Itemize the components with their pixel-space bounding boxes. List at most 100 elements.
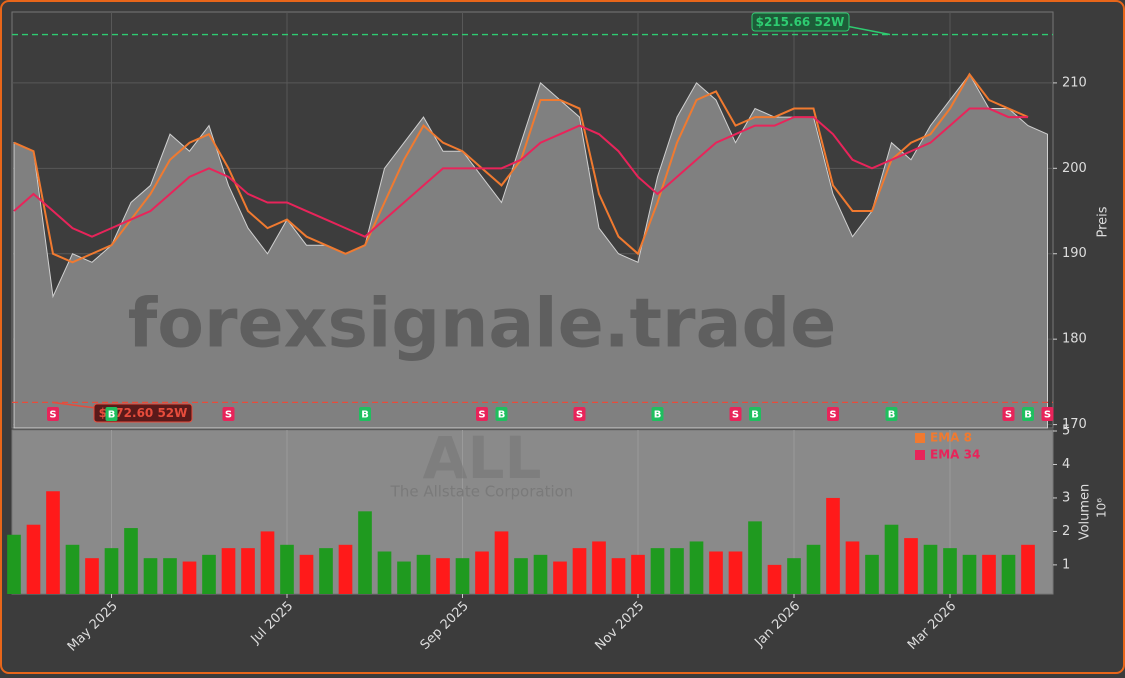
volume-bar [319,548,333,594]
signal-box [749,407,761,421]
signal-box [651,407,664,421]
ticker-watermark: ALL [423,424,542,492]
volume-bar [143,558,158,594]
y-tick-label: 210 [1062,75,1087,90]
signal-box [1022,407,1034,421]
y-tick-label: 190 [1062,246,1087,261]
low-label-box [93,403,193,423]
volume-bar [592,541,606,594]
high-arrow [845,25,891,36]
volume-bar [514,558,528,594]
signal-label: S [225,410,232,421]
signal-box [47,407,59,421]
volume-bar [748,521,762,594]
volume-bar [1021,544,1035,594]
volume-bar [670,548,684,594]
low-arrow [51,401,97,409]
volume-bar [943,548,957,594]
signal-label: B [498,410,506,421]
volume-bar [884,524,899,594]
volume-bar [46,491,60,594]
volume-bar [553,561,567,594]
signal-label: B [361,410,369,421]
signal-box [359,407,371,421]
volume-exponent: 10⁶ [1095,498,1109,518]
legend-label: EMA 34 [930,448,980,462]
signal-label: B [1024,410,1032,421]
company-watermark: The Allstate Corporation [390,483,574,501]
volume-bar [787,558,801,594]
volume-bar [7,534,21,594]
volume-bar [416,554,431,594]
volume-y-tick-label: 1 [1062,557,1070,572]
signal-label: S [478,410,485,421]
signal-label: S [829,410,836,421]
volume-bar [104,548,119,594]
legend-swatch [915,433,925,443]
watermark: forexsignale.trade [128,285,837,364]
volume-y-tick-label: 2 [1062,524,1070,539]
volume-bar [904,538,918,594]
signal-box [573,407,586,421]
high-label: $215.66 52W [756,15,845,29]
volume-axis-label: Volumen [1078,484,1093,541]
volume-bar [728,551,743,594]
volume-bar [280,544,294,594]
volume-y-tick-label: 3 [1062,490,1070,505]
volume-bar [338,544,353,594]
volume-bar [436,558,450,594]
signal-label: B [888,410,896,421]
volume-bar [709,551,723,594]
volume-bar [377,551,392,594]
volume-bar [397,561,411,594]
signal-label: S [576,410,583,421]
signal-box [729,407,742,421]
signal-label: B [108,410,116,421]
volume-bar [572,548,587,594]
y-tick-label: 200 [1062,161,1087,176]
signal-box [222,407,235,421]
volume-bar [494,531,509,594]
volume-bar [845,541,860,594]
volume-bar [982,554,996,594]
signal-box [495,407,508,421]
volume-bar [85,558,99,594]
volume-bar [65,544,80,594]
volume-bar [1001,554,1016,594]
signal-box [1041,407,1054,421]
volume-bar [163,558,177,594]
volume-y-tick-label: 4 [1062,457,1070,472]
volume-bar [533,554,548,594]
signal-box [885,407,898,421]
volume-bar [299,554,314,594]
volume-bar [475,551,489,594]
low-label: $172.60 52W [99,406,188,420]
volume-bar [650,548,665,594]
ema-line [13,107,1028,238]
signal-label: S [49,410,56,421]
volume-bar [26,524,41,594]
signal-box [105,407,118,421]
volume-bar [358,511,372,594]
signal-label: S [1005,410,1012,421]
signal-box [1002,407,1015,421]
volume-bar [202,554,216,594]
signal-label: B [751,410,759,421]
high-label-box [751,12,850,32]
volume-bar [260,531,275,594]
volume-bar [806,544,821,594]
y-tick-label: 170 [1062,417,1087,432]
signal-label: B [654,410,662,421]
volume-bar [767,564,782,594]
volume-bar [455,558,470,594]
y-axis-label: Preis [1096,206,1111,237]
volume-bar [631,554,645,594]
volume-bar [865,554,879,594]
legend-swatch [915,450,925,460]
volume-bar [182,561,197,594]
y-tick-label: 180 [1062,332,1087,347]
signal-label: S [1044,410,1051,421]
volume-bar [826,497,840,594]
